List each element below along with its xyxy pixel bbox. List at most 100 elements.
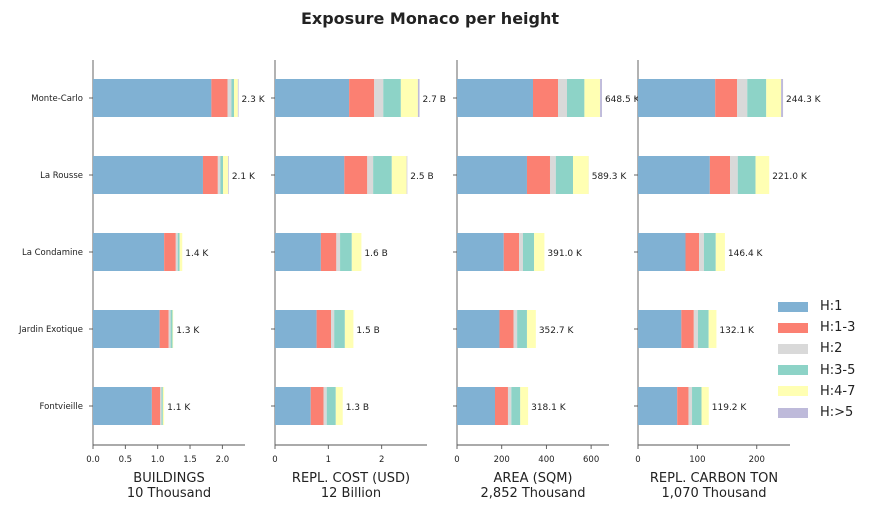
bar-segment-H:2 <box>336 233 341 271</box>
bar-segment-H:1 <box>638 387 678 425</box>
bar-total-label: 1.4 K <box>185 249 209 259</box>
x-axis-sublabel: 1,070 Thousand <box>662 486 767 501</box>
bar-segment-H:2 <box>323 387 327 425</box>
bar-segment-H:>5 <box>781 79 784 117</box>
legend-item: H:>5 <box>778 402 855 423</box>
bar-segment-H:4-7 <box>715 233 725 271</box>
chart-legend: H:1 H:1-3 H:2 H:3-5 H:4-7 H:>5 <box>778 296 855 423</box>
bar-segment-H:1-3 <box>320 233 337 271</box>
bar-total-label: 2.1 K <box>232 172 256 182</box>
bar-segment-H:1-3 <box>310 387 324 425</box>
bar-segment-H:2 <box>217 156 221 194</box>
bar-segment-H:2 <box>549 156 556 194</box>
bar-segment-H:1-3 <box>685 233 700 271</box>
bar-segment-H:2 <box>737 79 748 117</box>
bar-segment-H:>5 <box>417 79 420 117</box>
bar-segment-H:2 <box>519 233 523 271</box>
bar-segment-H:3-5 <box>326 387 336 425</box>
bar-segment-H:3-5 <box>747 79 767 117</box>
legend-swatch <box>778 386 808 397</box>
bar-segment-H:1-3 <box>164 233 176 271</box>
bar-segment-H:1-3 <box>715 79 738 117</box>
bar-segment-H:3-5 <box>511 387 521 425</box>
bar-segment-H:1 <box>638 310 682 348</box>
bar-segment-H:2 <box>558 79 567 117</box>
bar-segment-H:2 <box>227 79 232 117</box>
bar-segment-H:3-5 <box>692 387 702 425</box>
x-axis-sublabel: 10 Thousand <box>127 486 211 501</box>
bar-segment-H:2 <box>693 310 698 348</box>
bar-segment-H:1 <box>275 233 321 271</box>
bar-segment-H:3-5 <box>522 233 535 271</box>
bar-segment-H:1 <box>275 79 350 117</box>
bar-segment-H:1-3 <box>151 387 161 425</box>
x-tick-label: 2.0 <box>216 455 230 465</box>
x-tick-label: 100 <box>689 455 705 465</box>
bar-total-label: 1.3 B <box>346 403 369 413</box>
bar-total-label: 589.3 K <box>592 172 628 182</box>
bar-segment-H:1-3 <box>316 310 331 348</box>
x-tick-label: 0.0 <box>86 455 100 465</box>
x-tick-label: 0 <box>272 455 277 465</box>
bar-segment-H:1-3 <box>526 156 550 194</box>
bar-segment-H:2 <box>730 156 738 194</box>
bar-segment-H:1 <box>275 387 311 425</box>
x-axis-label: REPL. COST (USD) <box>292 471 410 486</box>
legend-item: H:2 <box>778 338 855 359</box>
bar-segment-H:1-3 <box>681 310 694 348</box>
legend-swatch <box>778 322 808 333</box>
x-tick-label: 0 <box>454 455 459 465</box>
legend-label: H:1 <box>820 299 843 315</box>
bar-segment-H:4-7 <box>701 387 709 425</box>
bar-segment-H:3-5 <box>161 387 163 425</box>
bar-segment-H:4-7 <box>172 310 174 348</box>
bar-segment-H:3-5 <box>555 156 574 194</box>
bar-total-label: 1.6 B <box>364 249 387 259</box>
x-tick-label: 2 <box>379 455 384 465</box>
bar-segment-H:>5 <box>406 156 408 194</box>
bar-segment-H:1 <box>457 310 500 348</box>
bar-segment-H:4-7 <box>520 387 529 425</box>
bar-segment-H:1 <box>457 233 504 271</box>
bar-total-label: 1.5 B <box>356 326 379 336</box>
bar-segment-H:1 <box>457 387 495 425</box>
bar-segment-H:4-7 <box>179 233 183 271</box>
y-tick-label: La Rousse <box>40 171 83 181</box>
legend-swatch <box>778 301 808 312</box>
bar-segment-H:2 <box>367 156 374 194</box>
bar-segment-H:4-7 <box>573 156 589 194</box>
legend-item: H:1 <box>778 296 855 317</box>
bar-segment-H:4-7 <box>766 79 782 117</box>
bar-total-label: 1.1 K <box>167 403 191 413</box>
bar-segment-H:3-5 <box>170 310 173 348</box>
bar-segment-H:2 <box>331 310 335 348</box>
bar-segment-H:3-5 <box>566 79 585 117</box>
bar-segment-H:3-5 <box>517 310 527 348</box>
bar-segment-H:1 <box>638 233 686 271</box>
x-tick-label: 0 <box>635 455 640 465</box>
bar-total-label: 391.0 K <box>547 249 583 259</box>
bar-segment-H:3-5 <box>231 79 235 117</box>
bar-total-label: 648.5 K <box>605 95 641 105</box>
bar-segment-H:1 <box>93 233 165 271</box>
bar-segment-H:4-7 <box>534 233 545 271</box>
bar-segment-H:3-5 <box>177 233 180 271</box>
bar-segment-H:1-3 <box>349 79 375 117</box>
bar-segment-H:1-3 <box>211 79 228 117</box>
legend-item: H:4-7 <box>778 381 855 402</box>
bar-segment-H:4-7 <box>223 156 229 194</box>
bar-segment-H:3-5 <box>373 156 392 194</box>
bar-segment-H:1 <box>93 156 203 194</box>
bar-segment-H:3-5 <box>703 233 716 271</box>
bar-segment-H:3-5 <box>737 156 756 194</box>
bar-total-label: 244.3 K <box>786 95 822 105</box>
x-axis-label: AREA (SQM) <box>493 471 572 486</box>
bar-segment-H:4-7 <box>526 310 536 348</box>
bar-segment-H:4-7 <box>391 156 407 194</box>
bar-segment-H:1-3 <box>709 156 731 194</box>
bar-segment-H:1 <box>638 156 710 194</box>
bar-segment-H:1-3 <box>495 387 508 425</box>
bar-segment-H:4-7 <box>335 387 343 425</box>
x-tick-label: 200 <box>494 455 510 465</box>
bar-total-label: 2.5 B <box>410 172 433 182</box>
